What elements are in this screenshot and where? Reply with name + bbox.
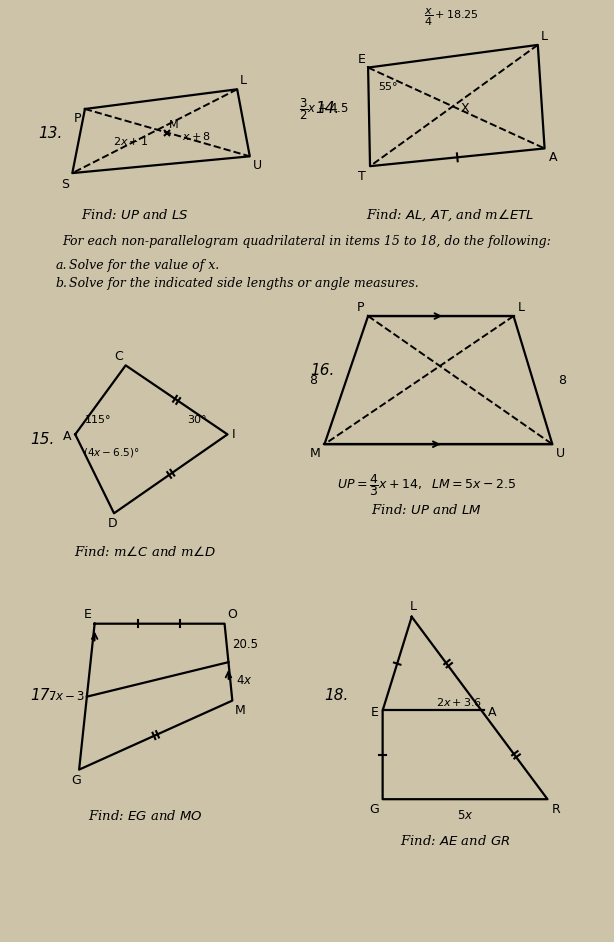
Text: $UP = \dfrac{4}{3}x+14, \ \ LM = 5x-2.5$: $UP = \dfrac{4}{3}x+14, \ \ LM = 5x-2.5$: [336, 472, 516, 497]
Text: $5x$: $5x$: [457, 809, 473, 822]
Text: 30°: 30°: [187, 414, 206, 425]
Text: $2x+3.6$: $2x+3.6$: [436, 696, 482, 708]
Text: U: U: [556, 447, 565, 461]
Text: E: E: [371, 706, 379, 719]
Text: G: G: [369, 804, 379, 816]
Text: L: L: [240, 74, 247, 88]
Text: E: E: [84, 608, 91, 621]
Text: 18.: 18.: [324, 689, 349, 703]
Text: L: L: [541, 30, 548, 43]
Text: 115°: 115°: [85, 414, 111, 425]
Text: Find: $\mathit{AL}$, $\mathit{AT}$, and m$\angle ETL$: Find: $\mathit{AL}$, $\mathit{AT}$, and …: [367, 207, 535, 223]
Text: R: R: [551, 804, 560, 816]
Text: 14.: 14.: [315, 102, 339, 117]
Text: Find: m$\angle C$ and m$\angle D$: Find: m$\angle C$ and m$\angle D$: [74, 544, 216, 559]
Text: O: O: [227, 608, 238, 621]
Text: a.: a.: [56, 259, 68, 272]
Text: Find: $\mathit{UP}$ and $\mathit{LS}$: Find: $\mathit{UP}$ and $\mathit{LS}$: [82, 207, 189, 221]
Text: U: U: [253, 159, 262, 172]
Text: I: I: [231, 428, 235, 441]
Text: 55°: 55°: [378, 82, 397, 92]
Text: Find: $\mathit{UP}$ and $\mathit{LM}$: Find: $\mathit{UP}$ and $\mathit{LM}$: [371, 503, 482, 517]
Text: L: L: [518, 301, 524, 314]
Text: $\dfrac{x}{4}+18.25$: $\dfrac{x}{4}+18.25$: [424, 7, 479, 28]
Text: 17.: 17.: [31, 689, 55, 703]
Text: b.: b.: [56, 277, 68, 289]
Text: 15.: 15.: [31, 431, 55, 447]
Text: T: T: [359, 171, 366, 183]
Text: P: P: [357, 301, 364, 314]
Text: L: L: [410, 600, 417, 613]
Text: 16.: 16.: [310, 363, 334, 378]
Text: Solve for the indicated side lengths or angle measures.: Solve for the indicated side lengths or …: [69, 277, 419, 289]
Text: X: X: [460, 102, 469, 115]
Text: $x+8$: $x+8$: [182, 130, 211, 141]
Text: 8: 8: [309, 374, 317, 386]
Text: A: A: [488, 706, 497, 719]
Text: M: M: [235, 704, 246, 717]
Text: E: E: [357, 53, 365, 66]
Text: M: M: [310, 447, 321, 461]
Text: 20.5: 20.5: [232, 638, 258, 651]
Text: G: G: [71, 773, 81, 787]
Text: $4x$: $4x$: [236, 674, 253, 688]
Text: A: A: [63, 430, 71, 443]
Text: Solve for the value of x.: Solve for the value of x.: [69, 259, 220, 272]
Text: $(4x-6.5)°$: $(4x-6.5)°$: [83, 447, 139, 459]
Text: 13.: 13.: [39, 126, 63, 141]
Text: Find: $\mathit{AE}$ and $\mathit{GR}$: Find: $\mathit{AE}$ and $\mathit{GR}$: [400, 834, 510, 848]
Text: For each non-parallelogram quadrilateral in items 15 to 18, do the following:: For each non-parallelogram quadrilateral…: [63, 236, 551, 248]
Text: S: S: [61, 178, 69, 191]
Text: C: C: [114, 350, 123, 364]
Text: $7x-3$: $7x-3$: [48, 690, 85, 703]
Text: 8: 8: [558, 374, 566, 386]
Text: P: P: [74, 112, 81, 125]
Text: $\dfrac{3}{2}x+4.5$: $\dfrac{3}{2}x+4.5$: [299, 96, 349, 122]
Text: M: M: [169, 120, 179, 130]
Text: $2x+1$: $2x+1$: [113, 135, 148, 147]
Text: A: A: [548, 152, 557, 165]
Text: Find: $\mathit{EG}$ and $\mathit{MO}$: Find: $\mathit{EG}$ and $\mathit{MO}$: [88, 809, 203, 823]
Text: D: D: [107, 517, 117, 530]
